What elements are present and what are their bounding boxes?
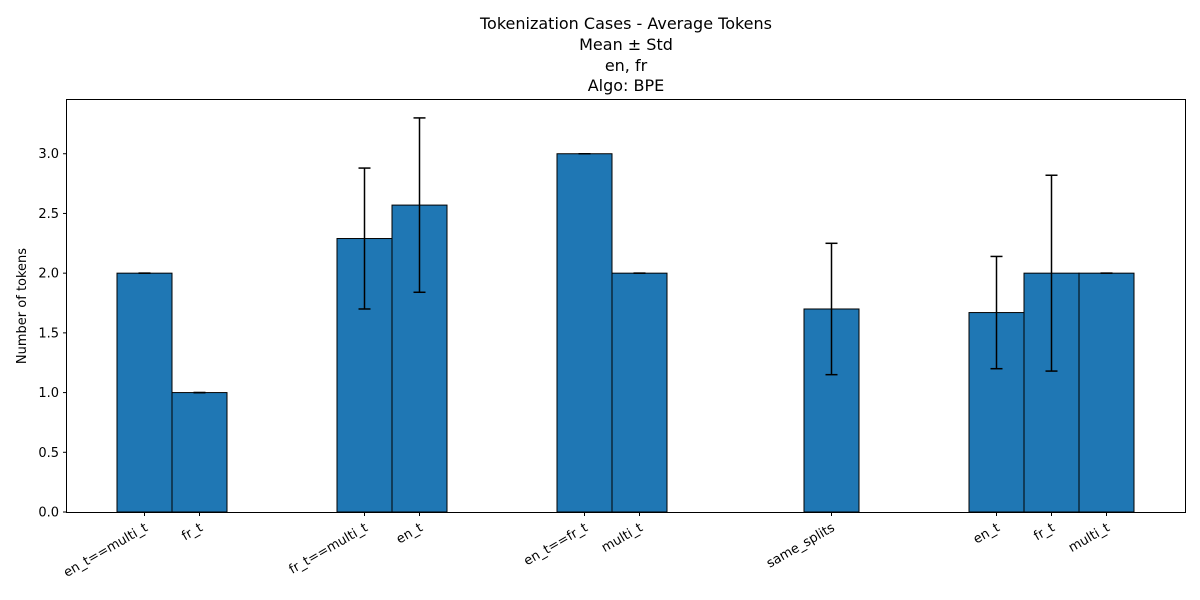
chart-title-line-2: Mean ± Std <box>579 35 673 54</box>
x-tick-label: fr_t==multi_t <box>287 520 371 577</box>
bar <box>171 392 228 513</box>
bar <box>611 272 668 513</box>
y-tick-label: 1.0 <box>38 386 59 401</box>
x-axis: en_t==multi_t fr_t fr_t==multi_t en_t en_t==… <box>61 512 1113 581</box>
error-bar <box>358 167 371 310</box>
chart-title-line-1: Tokenization Cases - Average Tokens <box>479 14 772 33</box>
x-tick-label: en_t <box>394 520 426 547</box>
y-axis-label: Number of tokens <box>15 248 30 364</box>
error-bars <box>138 117 1113 394</box>
chart-title-line-3: en, fr <box>605 56 648 75</box>
bars <box>116 153 1135 513</box>
error-bar <box>825 242 838 376</box>
x-tick-label: fr_t <box>1031 520 1057 544</box>
error-bar <box>1045 174 1058 372</box>
x-tick-label: en_t==multi_t <box>61 520 150 580</box>
y-tick-label: 2.0 <box>38 267 59 282</box>
y-tick-label: 0.0 <box>38 506 59 521</box>
chart-title: Tokenization Cases - Average Tokens Mean… <box>479 14 772 95</box>
y-tick-label: 0.5 <box>38 446 59 461</box>
x-tick-label: same_splits <box>764 520 838 571</box>
chart-title-line-4: Algo: BPE <box>588 76 665 95</box>
bar <box>116 272 173 513</box>
error-bar <box>413 117 426 294</box>
y-tick-label: 3.0 <box>38 147 59 162</box>
bar <box>556 153 613 513</box>
x-tick-label: fr_t <box>179 520 205 544</box>
error-bar <box>990 255 1003 370</box>
x-tick-label: multi_t <box>599 520 645 555</box>
y-tick-label: 2.5 <box>38 207 59 222</box>
x-tick-label: en_t <box>971 520 1003 547</box>
bar <box>1078 272 1135 513</box>
x-tick-label: multi_t <box>1066 520 1112 555</box>
plot-frame <box>66 99 1186 513</box>
y-axis: 0.0 0.5 1.0 1.5 2.0 2.5 3.0 <box>38 147 67 521</box>
y-tick-label: 1.5 <box>38 326 59 341</box>
x-tick-label: en_t==fr_t <box>521 520 590 569</box>
